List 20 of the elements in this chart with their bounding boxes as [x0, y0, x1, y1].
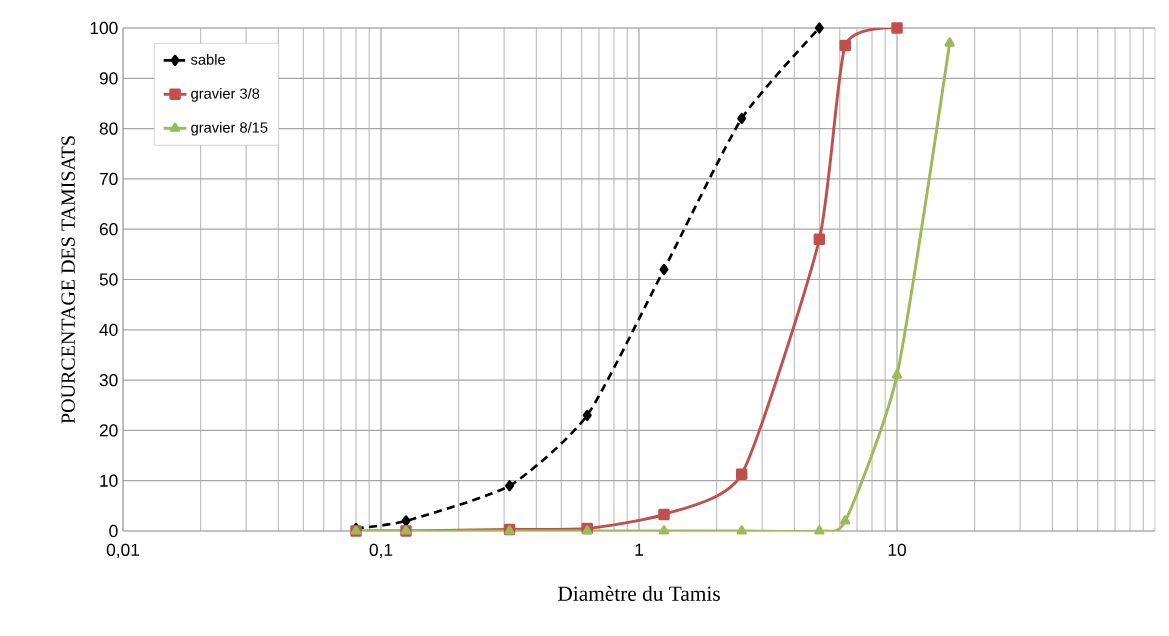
- y-tick-label: 60: [99, 223, 118, 236]
- y-tick-label: 10: [100, 474, 118, 487]
- y-tick-label: 20: [99, 424, 118, 437]
- y-tick-label: 40: [99, 323, 118, 336]
- y-axis-title: POURCENTAGE DES TAMISATS: [61, 136, 75, 424]
- x-axis-title: Diamètre du Tamis: [558, 585, 720, 601]
- y-tick-label: 30: [99, 373, 118, 387]
- y-tick-label: 0: [109, 524, 118, 538]
- legend-label: gravier 8/15: [191, 121, 268, 136]
- x-tick-label: 0,01: [106, 543, 140, 559]
- y-tick-label: 80: [99, 122, 118, 135]
- legend-label: gravier 3/8: [191, 87, 260, 102]
- y-tick-label: 100: [90, 21, 118, 35]
- legend-label: sable: [191, 54, 225, 65]
- y-tick-label: 70: [99, 172, 118, 186]
- y-tick-label: 90: [99, 72, 118, 85]
- x-tick-label: 10: [888, 543, 906, 556]
- y-tick-label: 50: [99, 273, 118, 286]
- x-tick-label: 1: [635, 543, 643, 556]
- x-tick-label: 0,1: [369, 543, 393, 559]
